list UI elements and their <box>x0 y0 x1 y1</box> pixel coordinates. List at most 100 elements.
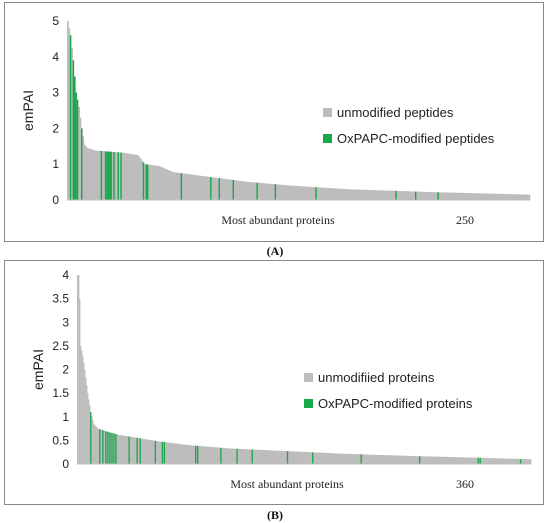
bar-unmodified <box>441 192 444 200</box>
bar-unmodified <box>422 456 424 464</box>
bar-unmodified <box>229 448 231 464</box>
bar-unmodified <box>332 453 334 464</box>
bar-unmodified <box>464 457 466 464</box>
bar-unmodified <box>466 457 468 464</box>
bar-unmodified <box>250 182 253 200</box>
bar-unmodified <box>403 191 406 200</box>
bar-unmodified <box>279 450 282 464</box>
bar-unmodified <box>339 188 341 200</box>
bar-unmodified <box>214 447 216 464</box>
bar-unmodified <box>525 459 528 464</box>
bar-unmodified <box>223 447 225 464</box>
bar-unmodified <box>273 450 276 464</box>
bar-unmodified <box>71 47 73 200</box>
bar-unmodified <box>413 456 416 464</box>
bar-unmodified <box>503 458 506 464</box>
bar-unmodified <box>355 454 357 464</box>
bar-unmodified <box>382 190 385 200</box>
bar-unmodified <box>470 457 472 464</box>
bar-unmodified <box>120 435 122 464</box>
bar-unmodified <box>100 429 102 464</box>
bar-unmodified <box>221 447 223 464</box>
bar-unmodified <box>521 459 524 464</box>
bar-unmodified <box>104 430 106 464</box>
bar-unmodified <box>434 192 437 200</box>
bar-unmodified <box>375 454 377 464</box>
bar-unmodified <box>358 454 360 464</box>
bar-unmodified <box>410 191 413 200</box>
bar-unmodified <box>465 192 468 200</box>
bar-unmodified <box>370 454 372 464</box>
bar-unmodified <box>134 154 137 200</box>
bar-unmodified <box>370 190 372 200</box>
bar-unmodified <box>363 454 365 464</box>
bar-unmodified <box>434 456 436 464</box>
bar-unmodified <box>381 455 384 464</box>
bar-unmodified <box>472 193 475 200</box>
bar-unmodified <box>365 454 367 464</box>
bar-unmodified <box>500 458 503 464</box>
bar-unmodified <box>374 454 376 464</box>
bar-unmodified <box>452 457 454 464</box>
bar-unmodified <box>123 435 125 464</box>
bar-unmodified <box>161 167 163 200</box>
bar-modified <box>136 437 138 464</box>
bar-unmodified <box>298 451 301 464</box>
bar-unmodified <box>232 448 234 464</box>
bar-unmodified <box>358 189 361 200</box>
bar-unmodified <box>281 450 284 464</box>
bar-unmodified <box>86 385 88 464</box>
bar-unmodified <box>276 450 279 464</box>
bar-modified <box>128 436 130 464</box>
bar-unmodified <box>475 193 478 200</box>
bar-unmodified <box>249 182 252 200</box>
bar-unmodified <box>312 187 315 200</box>
bar-unmodified <box>500 193 503 200</box>
bar-unmodified <box>248 449 250 464</box>
bar-unmodified <box>457 192 459 200</box>
bar-unmodified <box>373 454 375 464</box>
bar-unmodified <box>81 350 83 464</box>
bar-unmodified <box>449 457 451 464</box>
bar-unmodified <box>496 458 499 464</box>
bar-modified <box>197 445 199 464</box>
bar-unmodified <box>79 298 81 464</box>
bar-unmodified <box>432 456 434 464</box>
bar-unmodified <box>399 191 402 200</box>
bar-unmodified <box>165 442 168 464</box>
bar-unmodified <box>208 176 211 200</box>
bar-modified <box>106 151 108 200</box>
bar-unmodified <box>334 188 337 200</box>
bar-unmodified <box>415 456 418 464</box>
bar-unmodified <box>526 459 529 464</box>
bar-unmodified <box>200 446 202 464</box>
bar-unmodified <box>245 449 247 464</box>
bar-unmodified <box>280 184 283 200</box>
bar-unmodified <box>290 451 293 464</box>
bar-unmodified <box>184 173 187 200</box>
bar-unmodified <box>234 448 236 464</box>
y-tick-label: 2 <box>52 121 59 135</box>
bar-unmodified <box>399 455 402 464</box>
bar-unmodified <box>259 182 261 200</box>
y-tick-label: 2 <box>62 363 69 377</box>
bar-unmodified <box>207 176 210 200</box>
bar-unmodified <box>307 452 309 464</box>
bar-modified <box>161 441 164 464</box>
bar-unmodified <box>528 194 531 200</box>
bar-unmodified <box>291 185 294 200</box>
y-tick-label: 3 <box>62 315 69 329</box>
bar-unmodified <box>313 452 315 464</box>
bar-unmodified <box>401 455 404 464</box>
bar-unmodified <box>103 430 105 464</box>
bar-unmodified <box>204 446 206 464</box>
bar-unmodified <box>416 456 419 464</box>
bar-unmodified <box>506 194 508 200</box>
bar-unmodified <box>91 415 93 464</box>
bar-unmodified <box>427 191 430 200</box>
bar-unmodified <box>264 450 267 464</box>
bar-unmodified <box>119 435 121 464</box>
bar-unmodified <box>494 458 497 464</box>
bar-unmodified <box>406 455 409 464</box>
bar-unmodified <box>364 189 367 200</box>
